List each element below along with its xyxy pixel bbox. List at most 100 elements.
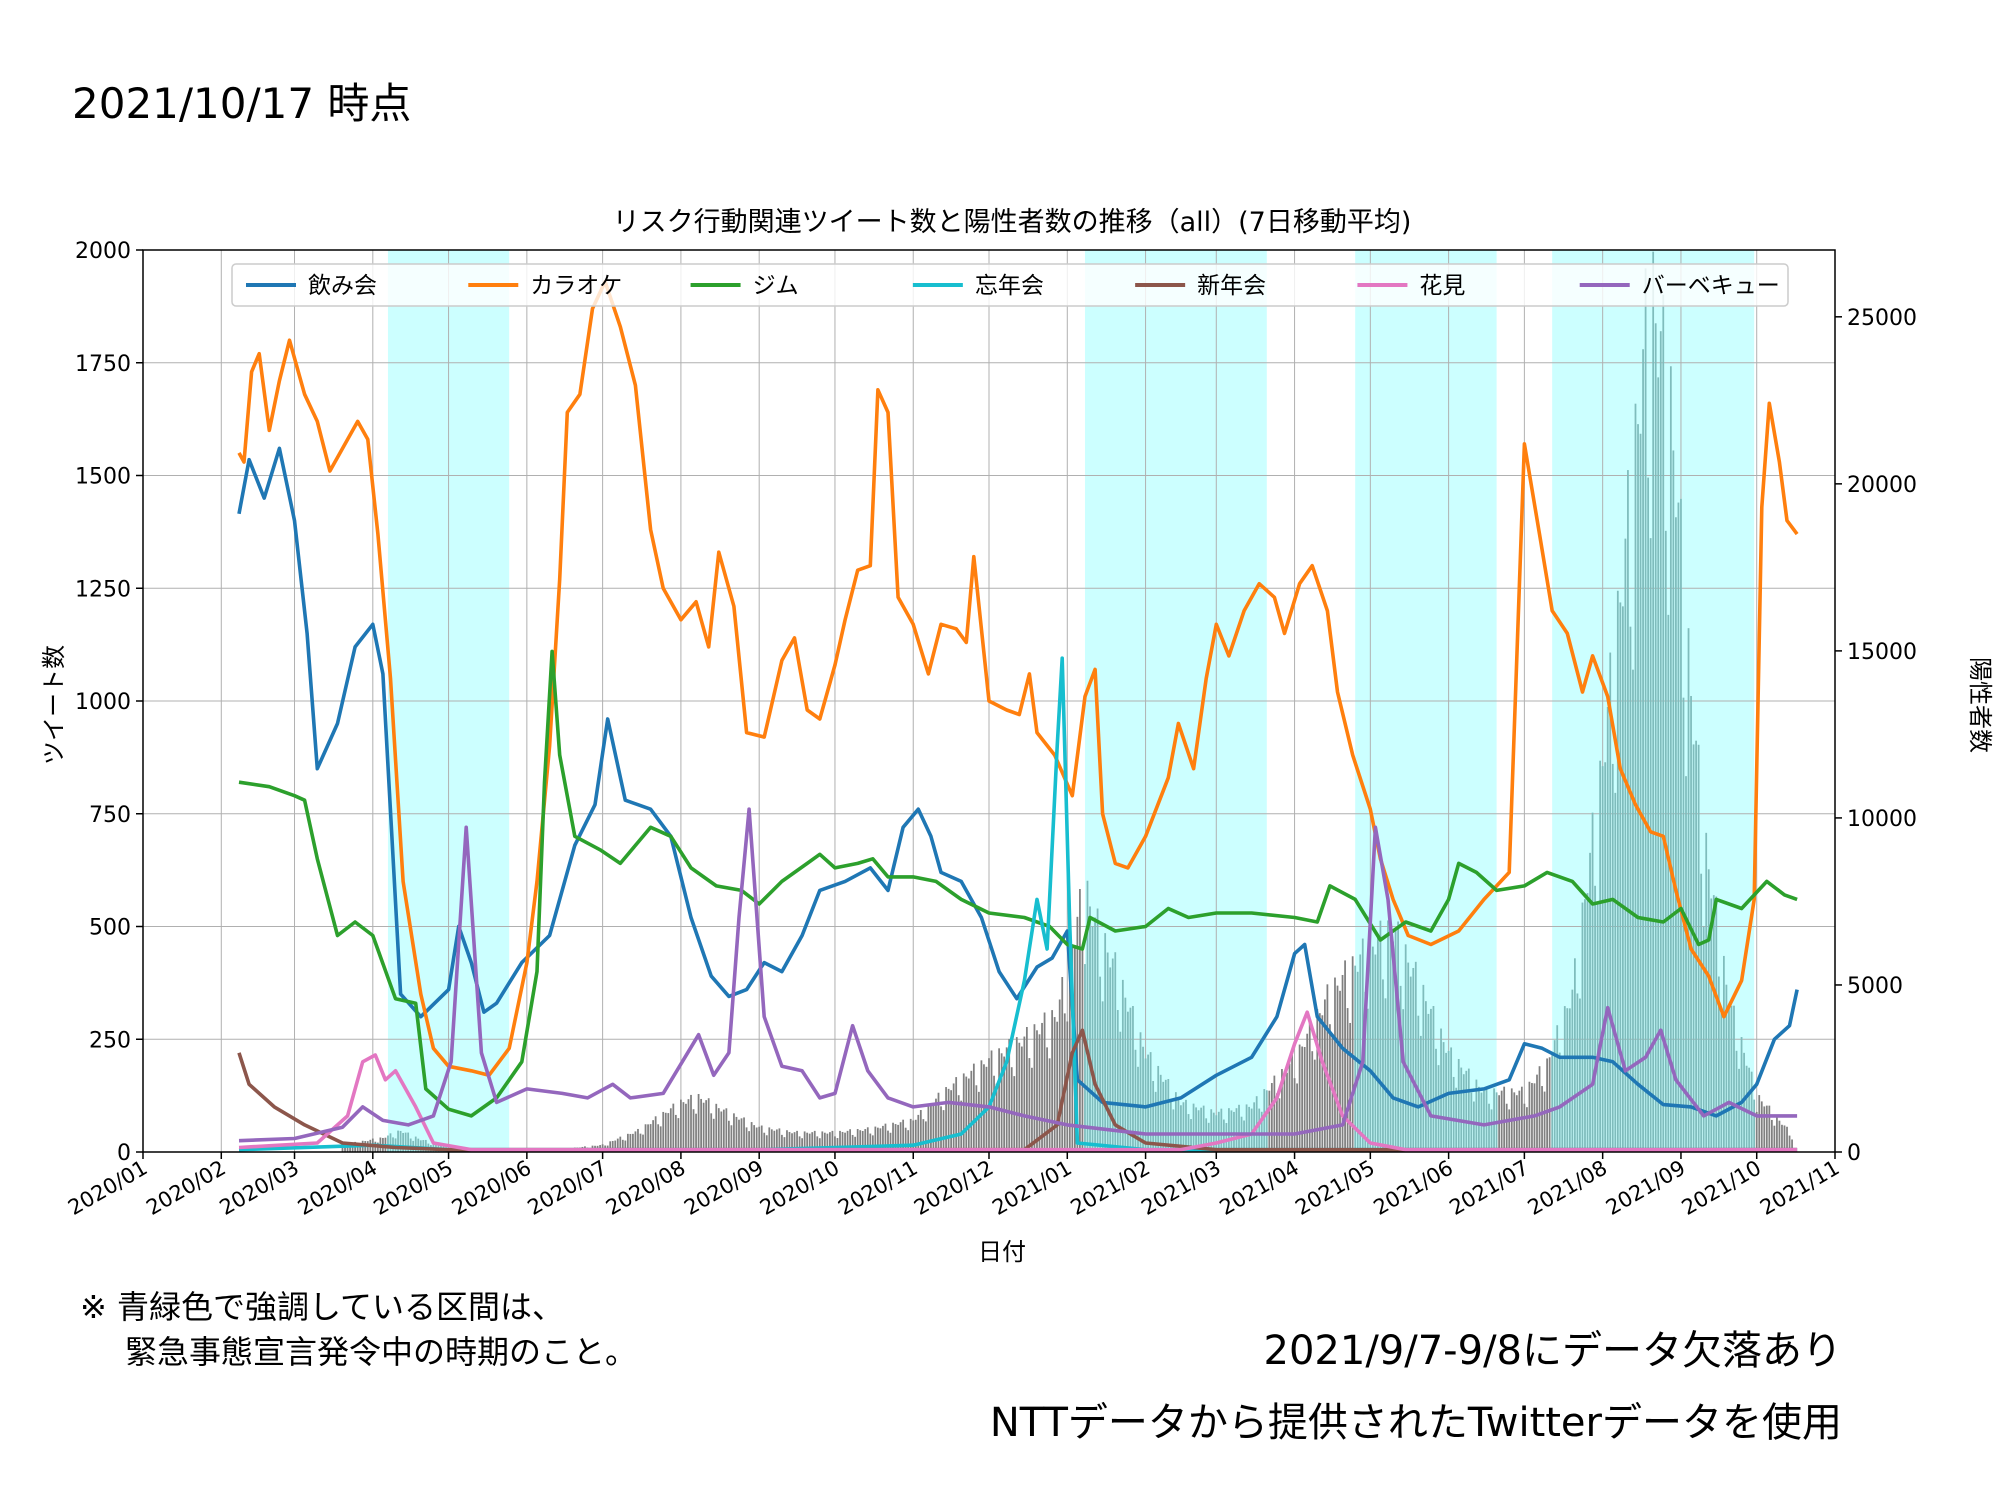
x-tick-label: 2020/09 [680, 1156, 768, 1220]
x-tick-label: 2020/08 [602, 1156, 690, 1220]
case-bar [1076, 916, 1079, 1152]
case-bar [346, 1144, 349, 1152]
case-bar [1556, 1025, 1559, 1152]
case-bar [664, 1112, 667, 1152]
x-tick-label: 2020/10 [756, 1156, 844, 1220]
case-bar [1382, 979, 1384, 1152]
case-bar [791, 1133, 793, 1152]
case-bar [1147, 1054, 1149, 1152]
case-bar [1465, 1070, 1468, 1152]
case-bar [1169, 1100, 1172, 1152]
case-bar [1192, 1103, 1195, 1152]
legend-label-7: バーベキュー [1642, 273, 1780, 299]
case-bar [1553, 1040, 1556, 1152]
legend-label-4: 忘年会 [975, 273, 1044, 299]
case-bar [730, 1125, 733, 1152]
case-bar [884, 1123, 887, 1152]
case-bar [750, 1122, 753, 1152]
case-bar [957, 1095, 960, 1152]
case-bar [836, 1138, 839, 1152]
case-bar [748, 1131, 750, 1152]
case-bar [1548, 1057, 1551, 1152]
case-bar [972, 1063, 975, 1152]
case-bar [702, 1102, 705, 1152]
case-bar [1417, 1015, 1420, 1152]
case-bar [960, 1100, 963, 1152]
case-bar [1116, 1010, 1119, 1152]
case-bar [1253, 1102, 1256, 1152]
y-tick-label: 2000 [75, 239, 131, 264]
case-bar [1652, 251, 1655, 1153]
x-tick-label: 2021/02 [1067, 1156, 1155, 1220]
case-bar [1404, 944, 1407, 1152]
case-bar [1344, 960, 1346, 1152]
case-bar [818, 1138, 821, 1152]
x-axis-label: 日付 [978, 1238, 1026, 1266]
case-bar [1086, 880, 1089, 1152]
case-bar [1743, 1052, 1745, 1152]
case-bar [793, 1132, 796, 1152]
case-bar [1276, 1093, 1278, 1152]
case-bar [907, 1130, 910, 1152]
case-bar [1407, 962, 1410, 1152]
case-bar [1137, 1066, 1139, 1152]
case-bar [823, 1132, 826, 1152]
case-bar [1621, 606, 1624, 1152]
case-bar [962, 1073, 965, 1152]
case-bar [1048, 1058, 1051, 1152]
case-bar [849, 1129, 851, 1152]
case-bar [897, 1124, 899, 1152]
case-bar [1760, 1101, 1763, 1152]
case-bar [1697, 744, 1700, 1152]
source-note: NTTデータから提供されたTwitterデータを使用 [989, 1400, 1842, 1446]
case-bar [798, 1136, 801, 1152]
case-bar [846, 1130, 849, 1152]
case-bar [1329, 1024, 1331, 1152]
case-bar [611, 1140, 614, 1152]
case-bar [654, 1116, 657, 1152]
case-bar [422, 1140, 425, 1152]
case-bar [902, 1119, 905, 1152]
case-bar [1000, 1053, 1003, 1152]
case-bar [841, 1131, 844, 1152]
legend-label-1: 飲み会 [308, 273, 377, 299]
case-bar [909, 1118, 912, 1152]
case-bar [1091, 926, 1094, 1152]
case-bar [947, 1088, 950, 1152]
left-axis-ticks: 0 250 500 750 1000 1250 1500 1750 2000 [75, 239, 143, 1166]
case-bar [813, 1130, 816, 1152]
case-bar [1425, 1001, 1427, 1152]
case-bar [1020, 1046, 1023, 1152]
case-bar [1440, 1028, 1442, 1152]
case-bar [970, 1070, 973, 1152]
case-bar [629, 1133, 632, 1152]
case-bar [1258, 1108, 1261, 1152]
case-bar [1483, 1090, 1485, 1152]
case-bar [765, 1135, 768, 1152]
case-bar [349, 1144, 351, 1152]
case-bar [687, 1099, 690, 1152]
case-bar [1574, 958, 1576, 1152]
case-bar [1538, 1066, 1541, 1152]
case-bar [952, 1083, 955, 1152]
case-bar [1503, 1086, 1506, 1152]
case-bar [1321, 1015, 1324, 1152]
x-tick-label: 2020/01 [64, 1156, 152, 1220]
case-bar [1669, 366, 1672, 1152]
case-bar [1430, 1008, 1432, 1152]
case-bar [914, 1119, 917, 1152]
case-bar [1003, 1056, 1006, 1152]
case-bar [1447, 1050, 1450, 1152]
case-bar [904, 1127, 907, 1152]
case-bar [1129, 1007, 1132, 1152]
case-bar [639, 1133, 642, 1152]
case-bar [359, 1144, 362, 1152]
x-tick-label: 2020/05 [370, 1156, 458, 1220]
case-bar [899, 1122, 902, 1152]
case-bar [1639, 433, 1642, 1153]
case-bar [700, 1098, 702, 1152]
case-bar [1061, 977, 1064, 1152]
case-bar [1008, 1038, 1011, 1152]
case-bar [1260, 1111, 1263, 1152]
note-line-1: ※ 青緑色で強調している区間は、 [80, 1288, 565, 1326]
